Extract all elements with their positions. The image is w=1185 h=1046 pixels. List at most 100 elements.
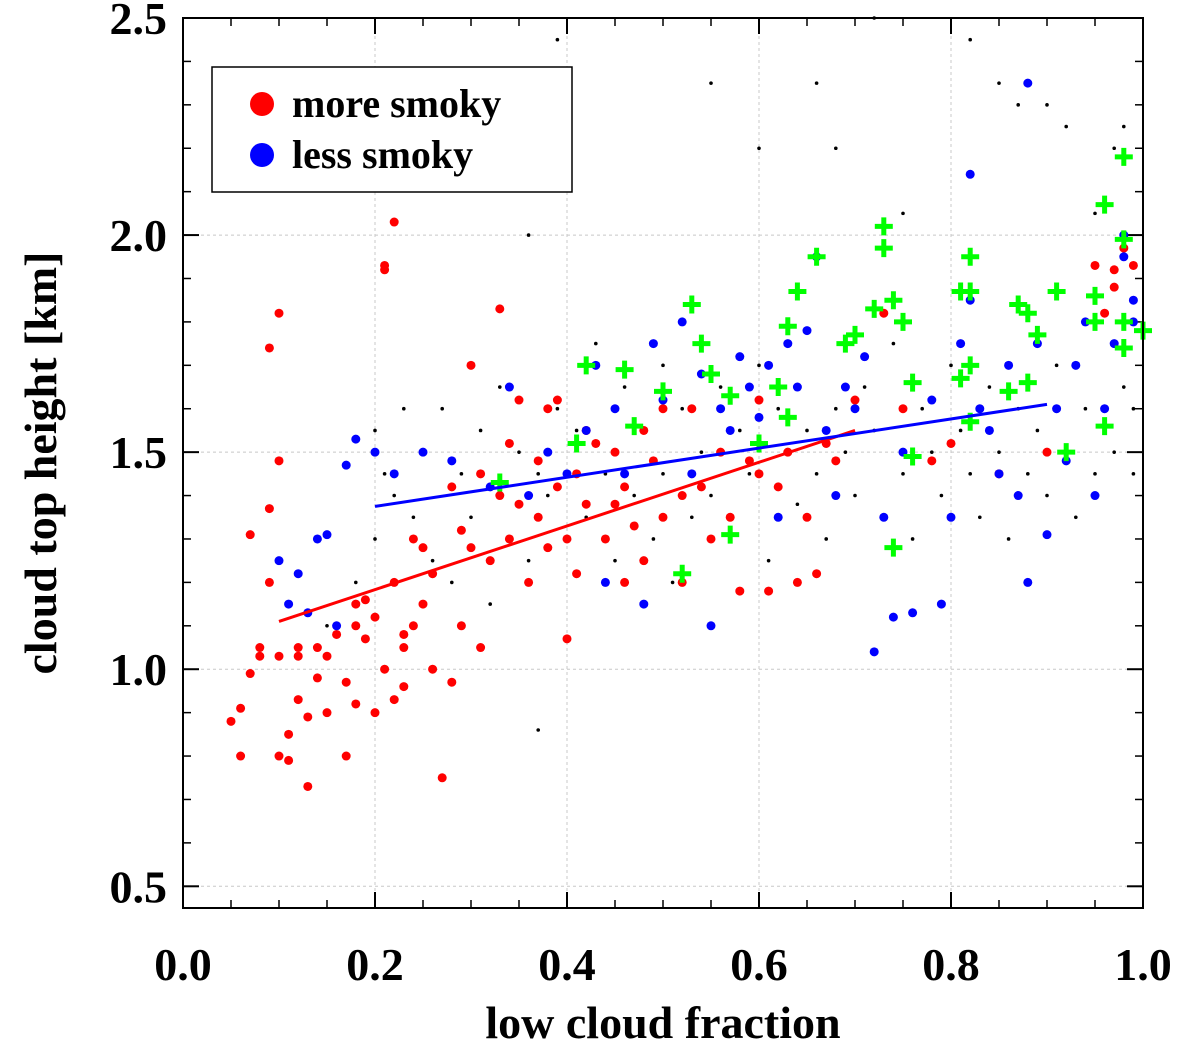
less-smoky-point [1004,360,1014,370]
black-data-point [776,406,780,411]
green-cross-point [1018,304,1037,323]
black-data-point [805,428,809,433]
green-cross-point [903,373,922,392]
black-data-point [373,428,377,433]
legend-marker-less-smoky [250,143,274,167]
more-smoky-point [562,634,572,644]
more-smoky-point [245,669,255,679]
black-data-point [555,37,560,42]
less-smoky-point [581,425,591,435]
black-data-point [891,341,896,346]
x-tick-label: 0.8 [922,939,980,990]
more-smoky-point [447,482,457,492]
less-smoky-point [744,382,754,392]
more-smoky-point [332,629,342,639]
black-data-point [402,406,406,411]
black-data-point [594,341,598,346]
less-smoky-point [840,382,850,392]
black-data-point [1093,211,1097,216]
black-data-point [459,472,464,476]
less-smoky-point [504,382,514,392]
black-data-point [987,385,992,389]
more-smoky-point [274,751,284,761]
green-cross-point [788,282,807,301]
green-cross-point [903,447,922,466]
green-cross-point [865,299,884,318]
green-cross-point [702,365,720,383]
legend-marker-more-smoky [250,92,274,116]
x-tick-label: 0.6 [730,939,788,990]
x-axis-title: low cloud fraction [485,997,840,1046]
black-data-point [488,602,493,606]
more-smoky-point [629,521,639,531]
less-smoky-point [1128,295,1138,305]
black-data-point [978,515,982,520]
more-smoky-point [236,703,246,713]
less-smoky-point [821,425,831,435]
more-smoky-point [293,695,303,705]
more-smoky-point [466,360,476,370]
less-smoky-point [764,360,774,370]
more-smoky-point [754,395,764,405]
less-smoky-point [984,425,994,435]
black-data-point [536,472,540,476]
less-smoky-point [524,491,534,501]
more-smoky-point [533,512,543,522]
less-smoky-point [802,326,812,336]
black-data-point [546,493,550,498]
less-smoky-point [869,647,879,657]
black-data-point [920,406,924,411]
black-data-point [411,515,416,520]
more-smoky-point [380,260,390,270]
black-data-point [843,450,848,454]
black-data-point [1064,124,1068,129]
black-data-point [661,472,665,476]
green-cross-point [1018,373,1037,392]
more-smoky-point [264,577,274,587]
black-data-point [1054,363,1059,368]
less-smoky-point [312,534,322,544]
more-smoky-point [360,595,370,605]
black-data-point [517,450,521,454]
less-smoky-point [332,621,342,631]
black-data-point [709,81,713,85]
less-smoky-point [908,608,918,618]
green-cross-point [673,564,692,583]
black-data-point [939,493,944,498]
more-smoky-point [946,438,956,448]
more-smoky-point [677,491,687,501]
black-data-point [795,502,800,507]
black-data-point [632,493,636,498]
more-smoky-point [572,569,582,579]
green-cross-point [615,360,634,379]
black-data-point [747,472,752,476]
more-smoky-point [264,504,274,514]
less-smoky-point [735,352,745,362]
trend-lines [278,402,1048,623]
green-cross-point [654,382,672,401]
black-data-point [430,558,435,563]
black-data-point [651,537,656,541]
legend-label-more-smoky: more smoky [292,81,501,126]
black-data-point [661,363,665,368]
black-data-point [757,363,761,368]
more-smoky-point [831,456,841,466]
black-data-point [613,558,617,563]
less-smoky-point [418,447,428,457]
more-smoky-point [658,512,668,522]
more-smoky-point [552,395,562,405]
black-data-point [1026,472,1030,476]
green-cross-point [1095,195,1114,214]
more-smoky-point [543,543,553,553]
green-cross-point [1114,230,1133,249]
black-data-point [997,450,1001,454]
black-data-point [354,580,358,585]
black-data-point [526,558,531,563]
more-smoky-point [610,499,620,509]
black-data-point [498,385,502,389]
more-smoky-point [552,482,562,492]
green-cross-point [884,291,903,310]
black-data-point [853,493,857,498]
black-data-point [1122,124,1126,129]
green-cross-point [884,538,903,557]
